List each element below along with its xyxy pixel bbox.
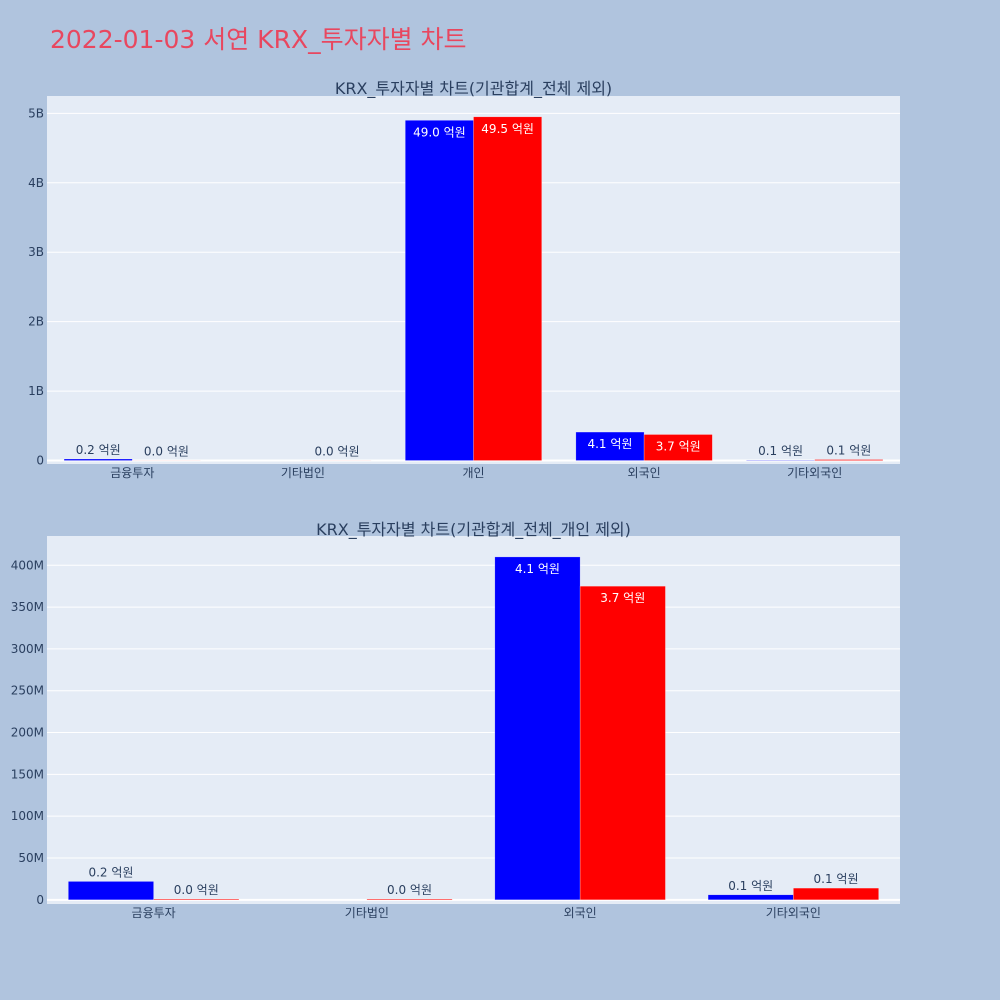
x-tick-label: 외국인: [564, 906, 597, 920]
data-label: 4.1 억원: [515, 562, 560, 576]
x-tick-label: 금융투자: [132, 906, 176, 920]
bar-a: [494, 556, 581, 901]
bar-b: [793, 887, 879, 901]
plot-area: [47, 536, 900, 904]
y-tick-label: 150M: [11, 767, 44, 781]
y-tick-label: 1B: [28, 384, 44, 398]
y-tick-label: 3B: [28, 245, 44, 259]
page-title: 2022-01-03 서연 KRX_투자자별 차트: [50, 25, 467, 54]
data-label: 4.1 억원: [587, 437, 632, 451]
data-label: 0.2 억원: [76, 443, 121, 457]
data-label: 3.7 억원: [600, 591, 645, 605]
y-tick-label: 2B: [28, 315, 44, 329]
y-tick-label: 0: [36, 893, 44, 907]
data-label: 0.1 억원: [758, 444, 803, 458]
data-label: 3.7 억원: [656, 439, 701, 453]
data-label: 0.2 억원: [88, 865, 133, 879]
x-tick-label: 외국인: [628, 466, 661, 480]
y-tick-label: 250M: [11, 684, 44, 698]
y-tick-label: 0: [36, 454, 44, 468]
chart-title: KRX_투자자별 차트(기관합계_전체_개인 제외): [316, 520, 631, 540]
bar-b: [814, 459, 884, 461]
x-tick-label: 기타외국인: [766, 906, 821, 920]
x-tick-label: 개인: [462, 466, 484, 480]
data-label: 0.1 억원: [728, 879, 773, 893]
bar-a: [707, 894, 794, 901]
x-tick-label: 기타법인: [345, 906, 389, 920]
bar-b: [473, 116, 542, 461]
data-label: 0.0 억원: [174, 883, 219, 897]
x-tick-label: 기타외국인: [787, 466, 842, 480]
bar-a: [575, 431, 645, 461]
chart-title: KRX_투자자별 차트(기관합계_전체 제외): [335, 79, 612, 99]
chart-2: 0 50M 100M 150M 200M 250M 300M 350M 400M KRX_투자자별…: [11, 520, 900, 920]
bar-b: [153, 898, 240, 901]
y-tick-label: 200M: [11, 726, 44, 740]
y-tick-label: 50M: [18, 851, 44, 865]
y-tick-label: 400M: [11, 558, 44, 572]
chart-1: 0 1B 2B 3B 4B 5B KRX_투자자별 차트(기관합계_전체 제외) 금융투자 0.…: [28, 79, 900, 480]
data-label: 0.1 억원: [826, 444, 871, 458]
bar-b: [366, 898, 453, 901]
data-label: 0.1 억원: [814, 872, 859, 886]
data-label: 49.5 억원: [481, 122, 534, 136]
data-label: 0.0 억원: [387, 883, 432, 897]
bar-a: [63, 458, 133, 461]
data-label: 0.0 억원: [144, 444, 189, 458]
y-tick-label: 4B: [28, 176, 44, 190]
x-tick-label: 기타법인: [281, 466, 325, 480]
y-tick-label: 300M: [11, 642, 44, 656]
y-tick-label: 5B: [28, 106, 44, 120]
y-tick-label: 100M: [11, 809, 44, 823]
bar-b: [643, 434, 713, 461]
x-tick-label: 금융투자: [110, 466, 154, 480]
bar-b: [579, 585, 666, 901]
data-label: 0.0 억원: [315, 444, 360, 458]
bar-a: [68, 881, 154, 901]
data-label: 49.0 억원: [413, 125, 466, 139]
bar-a: [405, 120, 474, 461]
y-tick-label: 350M: [11, 600, 44, 614]
